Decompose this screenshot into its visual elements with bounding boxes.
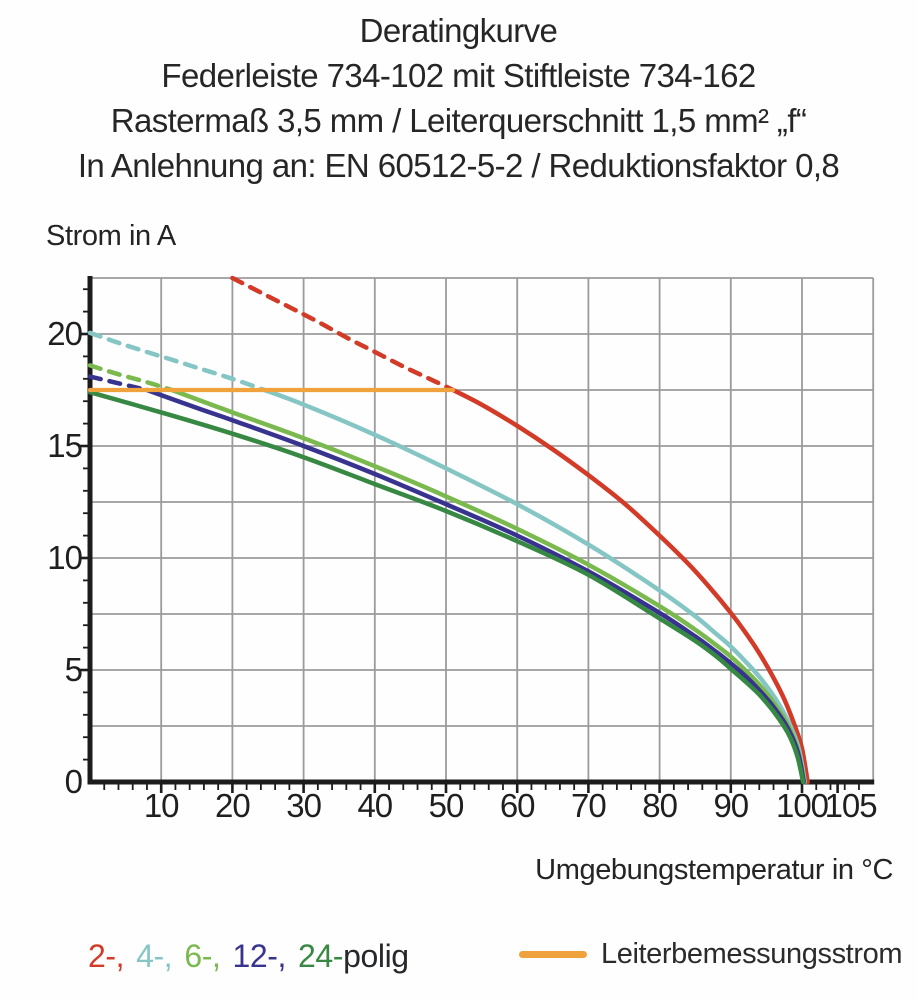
y-tick-label: 10 [47,539,82,576]
title-block: Deratingkurve Federleiste 734-102 mit St… [0,8,917,188]
poles-legend: 2-, 4-, 6-, 12-, 24-polig [88,938,409,975]
y-tick-label: 0 [65,763,83,800]
legend-pole-item: 2-, [88,938,125,974]
y-axis-title: Strom in A [46,220,176,252]
curve-4-polig-dashed [87,330,267,393]
curve-6-polig [169,387,807,785]
x-tick-label: 80 [642,787,677,824]
curve-12-polig [144,387,807,785]
y-tick-label: 15 [47,427,82,464]
curve-6-polig-dashed [87,363,175,393]
legend-pole-item: 12-, [232,938,287,974]
y-tick-label: 5 [65,651,82,688]
rated-current-line-swatch [519,951,587,958]
chart-title-line-4: In Anlehnung an: EN 60512-5-2 / Reduktio… [77,147,840,184]
curve-4-polig [262,387,808,785]
x-tick-label: 20 [215,787,250,824]
x-tick-label: 10 [144,787,179,824]
x-tick-label: 30 [286,787,321,824]
x-tick-label: 100 [776,787,829,824]
chart-title-line-2: Federleiste 734-102 mit Stiftleiste 734-… [161,57,756,94]
x-tick-label: 90 [713,787,748,824]
chart-title-line-1: Deratingkurve [359,12,558,49]
legend-pole-item: 6-, [184,938,221,974]
x-tick-label: 40 [357,787,392,824]
chart-title-line-3: Rastermaß 3,5 mm / Leiterquerschnitt 1,5… [110,102,807,139]
curve-24-polig [87,389,806,785]
curve-2-polig [450,387,810,785]
x-tick-label: 60 [500,787,535,824]
rated-current-label: Leiterbemessungsstrom [601,938,903,970]
curve-2-polig-dashed [230,275,456,393]
x-axis-title: Umgebungstemperatur in °C [535,854,893,886]
rated-current-legend: Leiterbemessungsstrom [519,938,902,971]
legend-pole-item: 24- [298,938,344,974]
legend-pole-item: 4-, [136,938,173,974]
legend-pole-item: polig [343,938,409,974]
x-tick-label: 50 [429,787,464,824]
x-tick-label: 105 [825,787,877,824]
y-tick-label: 20 [47,315,82,352]
x-tick-label: 70 [571,787,606,824]
